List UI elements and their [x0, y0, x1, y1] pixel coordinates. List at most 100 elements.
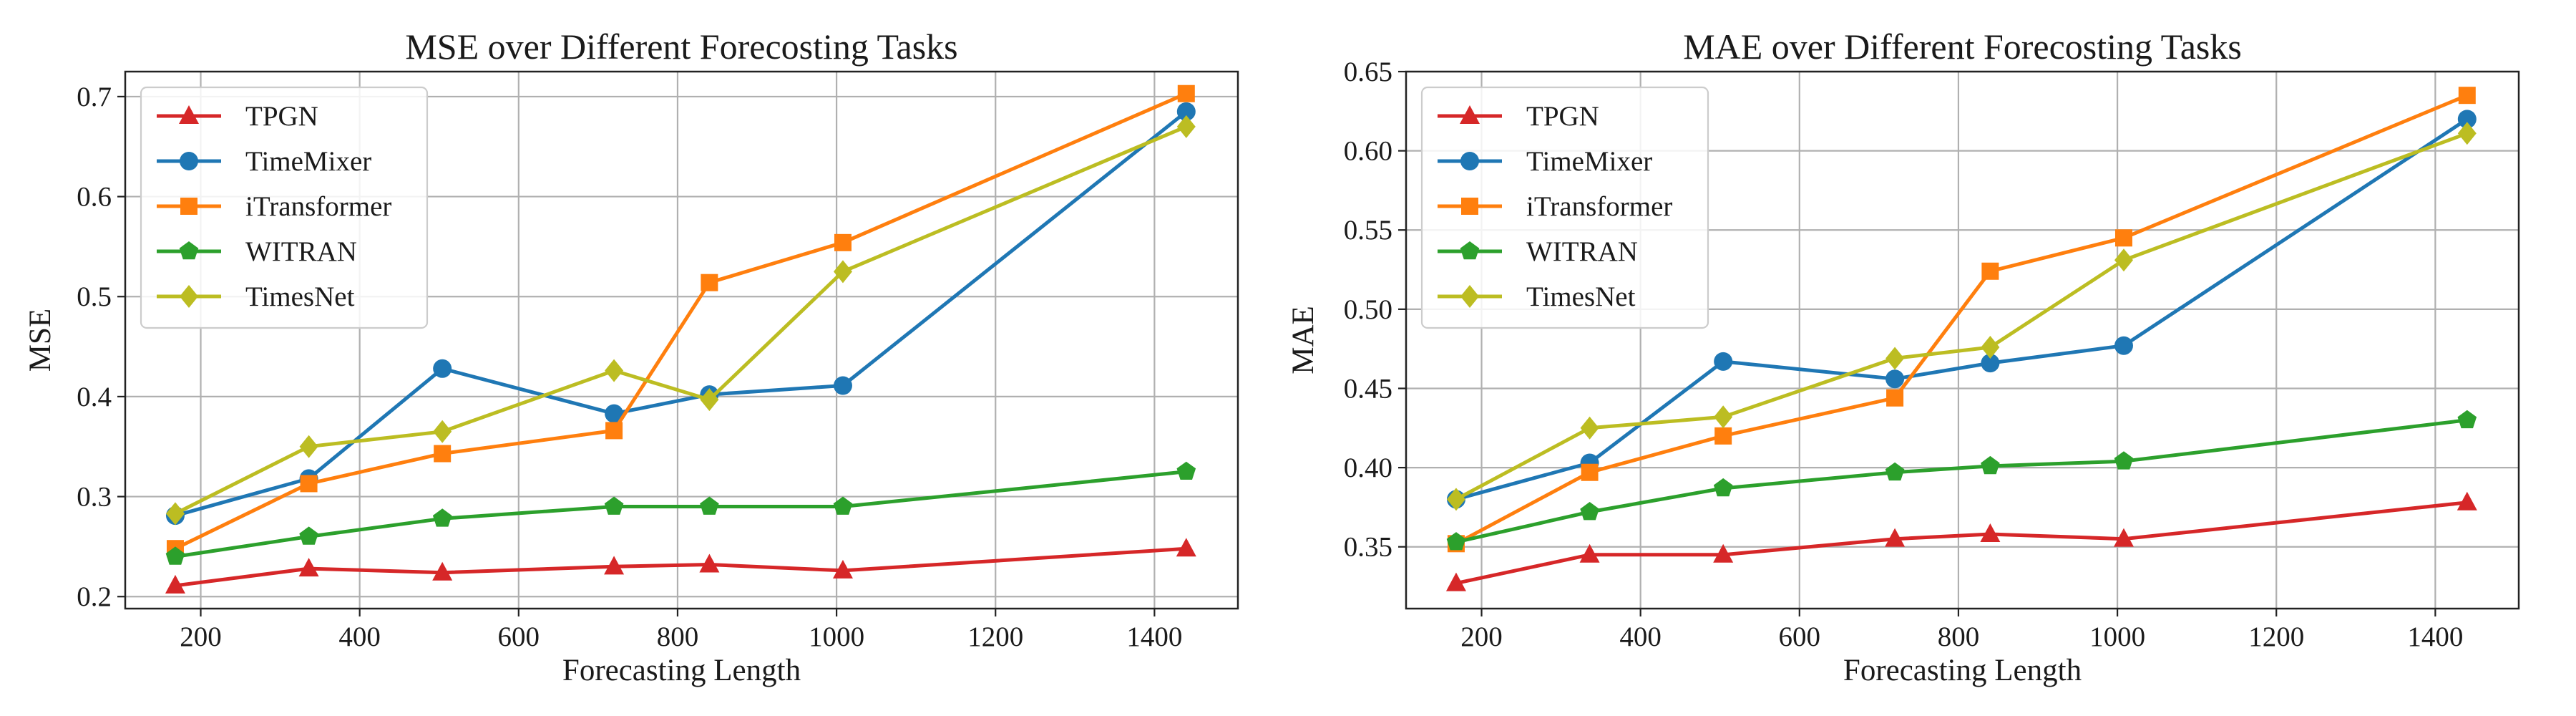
series-line-witran [175, 470, 1187, 558]
data-point-witran [2457, 410, 2477, 429]
series-witran-2 [1446, 410, 2477, 551]
data-point-timesnet [1885, 347, 1905, 370]
y-tick-label-1: 0.4 [77, 382, 112, 412]
data-point-itransformer [1981, 262, 1999, 280]
legend-item-tpgn: TPGN [157, 101, 318, 132]
y-tick-label-2: 0.35 [1344, 532, 1392, 563]
data-point-tpgn [1176, 538, 1196, 557]
data-point-tpgn [165, 574, 185, 594]
legend-marker-itransformer [180, 198, 197, 215]
data-point-itransformer [2114, 229, 2132, 247]
legend-label-itransformer: iTransformer [245, 191, 391, 222]
legend-item-timemixer: TimeMixer [1438, 146, 1652, 177]
data-point-itransformer [1581, 463, 1599, 481]
data-point-witran [1580, 502, 1599, 521]
y-axis-label-1: MSE [24, 309, 57, 372]
data-point-tpgn [1713, 543, 1734, 563]
legend-marker-timemixer [1460, 152, 1479, 170]
data-point-timemixer [1981, 354, 2000, 373]
x-tick-label-2: 200 [1460, 621, 1503, 652]
legend-label-tpgn: TPGN [245, 101, 318, 132]
data-point-timesnet [165, 502, 185, 526]
chart-title-2: MAE over Different Forecosting Tasks [1683, 26, 2242, 67]
data-point-witran [604, 496, 624, 515]
data-point-itransformer [2458, 87, 2476, 105]
data-point-timemixer [2457, 110, 2477, 129]
legend-marker-timesnet [1460, 285, 1479, 308]
data-point-tpgn [2457, 491, 2477, 511]
data-point-timesnet [1981, 335, 2000, 359]
legend-marker-witran [179, 241, 199, 260]
data-point-tpgn [1980, 523, 2001, 543]
y-tick-label-1: 0.5 [77, 281, 112, 312]
legend-2: TPGN TimeMixer iTransformer WITRAN TimesNet [1420, 86, 1709, 329]
x-tick-label-1: 400 [338, 621, 381, 652]
legend-marker-tpgn [179, 105, 199, 124]
data-point-tpgn [832, 559, 853, 579]
y-tick-label-2: 0.40 [1344, 453, 1392, 483]
x-tick-label-1: 800 [657, 621, 699, 652]
legend-label-witran: WITRAN [245, 236, 357, 267]
data-point-itransformer [300, 475, 318, 493]
data-point-timesnet [1580, 416, 1599, 440]
legend-box-1 [140, 86, 429, 329]
data-point-witran [833, 496, 853, 515]
data-point-itransformer [605, 422, 623, 440]
data-point-tpgn [1885, 528, 1906, 547]
data-point-witran [1176, 461, 1196, 480]
data-point-itransformer [1714, 427, 1732, 445]
y-tick-label-2: 0.60 [1344, 136, 1392, 167]
data-point-timesnet [2457, 122, 2477, 145]
data-point-tpgn [1579, 543, 1600, 563]
data-point-itransformer [434, 445, 452, 463]
data-point-timesnet [1176, 115, 1196, 138]
data-point-witran [1885, 462, 1905, 481]
x-tick-label-1: 600 [498, 621, 540, 652]
series-line-tpgn [1455, 500, 2468, 586]
y-tick-label-2: 0.55 [1344, 215, 1392, 246]
legend-item-timesnet: TimesNet [157, 281, 355, 312]
legend-item-witran: WITRAN [157, 236, 357, 267]
data-point-timesnet [1446, 488, 1465, 511]
legend-item-itransformer: iTransformer [157, 191, 391, 222]
data-point-itransformer [1886, 389, 1904, 407]
y-tick-label-1: 0.2 [77, 581, 112, 612]
data-point-timemixer [1714, 352, 1733, 371]
data-point-itransformer [834, 233, 852, 251]
plot-frame-1 [124, 70, 1239, 610]
data-point-witran [1713, 478, 1733, 497]
data-point-witran [432, 508, 452, 527]
chart-2: 200 400 600 800 1000 1200 1400 0.35 0.40 0.45 0.50… [1287, 26, 2520, 687]
data-point-tpgn [1445, 572, 1466, 591]
data-point-witran [299, 526, 318, 545]
legend-label-timemixer: TimeMixer [245, 146, 371, 177]
y-tick-label-2: 0.65 [1344, 57, 1392, 87]
data-point-witran [700, 496, 719, 515]
legend-1: TPGN TimeMixer iTransformer WITRAN TimesNet [140, 86, 429, 329]
x-tick-label-2: 600 [1779, 621, 1821, 652]
legend-label-timesnet: TimesNet [1526, 281, 1636, 312]
x-tick-label-1: 200 [180, 621, 222, 652]
legend-item-tpgn: TPGN [1438, 101, 1599, 132]
legend-item-witran: WITRAN [1438, 236, 1638, 267]
data-point-timemixer [605, 404, 624, 423]
chart-1: 200 400 600 800 1000 1200 1400 0.2 0.3 0.4 0.5 0.6 0… [24, 26, 1239, 687]
legend-marker-tpgn [1460, 105, 1480, 124]
data-point-tpgn [699, 553, 720, 573]
legend-label-witran: WITRAN [1526, 236, 1638, 267]
x-tick-label-2: 1200 [2248, 621, 2304, 652]
x-tick-label-1: 1200 [967, 621, 1023, 652]
data-point-tpgn [298, 558, 319, 577]
series-timesnet-1 [165, 115, 1196, 526]
x-tick-label-2: 800 [1938, 621, 1980, 652]
data-point-itransformer [701, 274, 718, 291]
series-tpgn-1 [165, 538, 1196, 594]
x-tick-label-2: 1400 [2407, 621, 2463, 652]
data-point-witran [1981, 455, 2000, 475]
series-line-tpgn [175, 546, 1186, 588]
data-point-timesnet [700, 388, 719, 412]
x-tick-label-1: 1000 [809, 621, 864, 652]
data-point-tpgn [2113, 528, 2134, 547]
data-point-timemixer [433, 359, 452, 378]
